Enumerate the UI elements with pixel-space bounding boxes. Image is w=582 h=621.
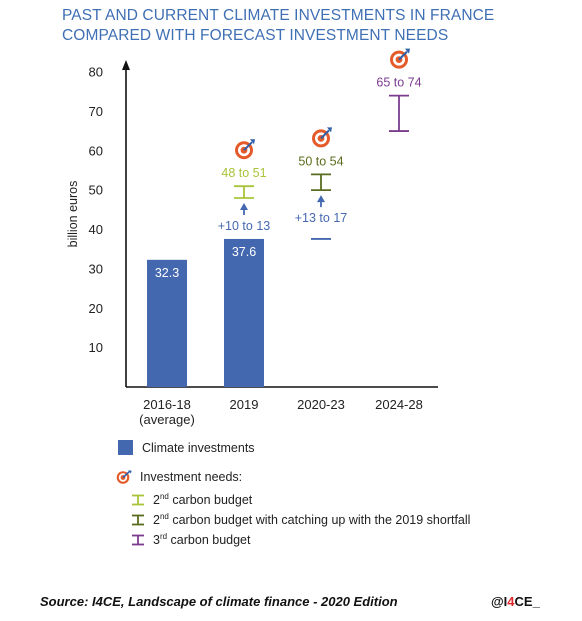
y-tick-label: 20 [89,301,103,316]
target-icon [116,470,132,484]
legend-label-budget: 2nd carbon budget [153,492,253,508]
legend-label-budget: 3rd carbon budget [153,532,251,548]
y-tick-label: 40 [89,222,103,237]
chart-title-line-2: COMPARED WITH FORECAST INVESTMENT NEEDS [62,27,449,44]
bar [147,259,187,387]
gap-arrow-head [317,195,325,203]
range-glyph-icon [132,534,144,545]
bar-value-label: 32.3 [155,266,179,280]
social-handle: @I4CE_ [491,594,540,609]
legend-item-investment-needs: Investment needs: [116,470,242,484]
legend-item-budget: 2nd carbon budget with catching up with … [131,512,470,527]
x-tick-label: 2024-28 [375,397,423,412]
target-icon-flight [250,139,255,145]
legend-item-budget: 2nd carbon budget [131,492,252,507]
y-tick-label: 80 [89,65,103,80]
bar-value-label: 37.6 [232,245,256,259]
range-label: 65 to 74 [376,76,421,90]
range-glyph-icon [132,494,144,505]
y-tick-label: 10 [89,340,103,355]
legend-swatch-climate-investments [118,440,133,455]
target-icon [312,127,332,148]
y-axis-arrow [122,60,130,70]
y-tick-label: 60 [89,143,103,158]
target-icon-dart [398,50,408,61]
bar [224,238,264,387]
gap-label: +10 to 13 [218,219,271,233]
range-label: 48 to 51 [221,166,266,180]
x-tick-label: (average) [139,412,195,427]
handle-accent: 4 [507,594,515,609]
y-axis-label: billion euros [66,181,80,248]
legend-label-investment-needs: Investment needs: [140,470,243,484]
chart-plot: 10 20 30 40 50 60 70 80 billion euros 2016-18(ave… [66,48,438,427]
handle-suffix: CE_ [514,594,540,609]
source-note: Source: I4CE, Landscape of climate finan… [40,594,398,609]
handle-prefix: @I [491,594,508,609]
chart-title: PAST AND CURRENT CLIMATE INVESTMENTS IN … [62,6,562,46]
range-label: 50 to 54 [298,154,343,168]
target-icon-dart [243,141,253,151]
x-tick-label: 2020-23 [297,397,345,412]
target-icon [235,139,255,160]
target-icon-flight [327,127,332,133]
y-tick-label: 30 [89,261,103,276]
legend-item-budget: 3rd carbon budget [131,532,250,547]
target-icon [390,48,410,69]
legend-label-budget: 2nd carbon budget with catching up with … [153,512,471,528]
target-icon-dart [320,129,330,140]
chart-title-line-1: PAST AND CURRENT CLIMATE INVESTMENTS IN … [62,7,495,24]
legend-label-climate-investments: Climate investments [142,440,255,455]
x-tick-label: 2016-18 [143,397,191,412]
range-glyph-icon [132,514,144,525]
gap-label: +13 to 17 [295,211,348,225]
legend-item-climate-investments: Climate investments [118,440,255,455]
y-tick-label: 50 [89,183,103,198]
y-tick-label: 70 [89,104,103,119]
x-tick-label: 2019 [230,397,259,412]
target-icon-flight [405,48,410,54]
gap-arrow-head [240,203,248,210]
